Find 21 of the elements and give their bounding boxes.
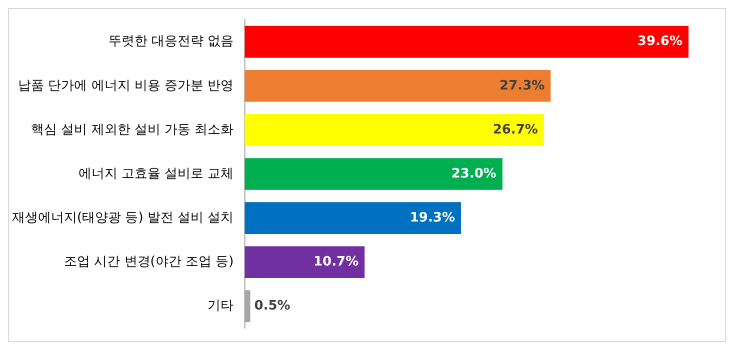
bar: [244, 246, 365, 278]
y-tick-label: 뚜렷한 대응전략 없음: [108, 34, 234, 50]
bar: [244, 202, 461, 234]
data-label: 23.0%: [451, 166, 496, 182]
y-tick-label: 핵심 설비 제외한 설비 가동 최소화: [31, 122, 234, 138]
data-label: 0.5%: [254, 298, 290, 314]
data-label: 26.7%: [492, 122, 538, 138]
y-tick-label: 납품 단가에 에너지 비용 증가분 반영: [18, 78, 234, 94]
data-label: 10.7%: [313, 254, 359, 270]
y-tick-label: 에너지 고효율 설비로 교체: [78, 166, 234, 182]
bar: [244, 158, 502, 190]
data-label: 39.6%: [637, 34, 683, 50]
bar: [244, 290, 250, 322]
bar: [244, 26, 689, 58]
y-tick-label: 기타: [208, 298, 234, 314]
data-label: 27.3%: [500, 78, 545, 94]
bar: [244, 114, 544, 146]
y-tick-label: 재생에너지(태양광 등) 발전 설비 설치: [12, 210, 234, 226]
y-tick-label: 조업 시간 변경(야간 조업 등): [64, 254, 234, 270]
data-label: 19.3%: [410, 210, 455, 226]
bar: [244, 70, 551, 102]
